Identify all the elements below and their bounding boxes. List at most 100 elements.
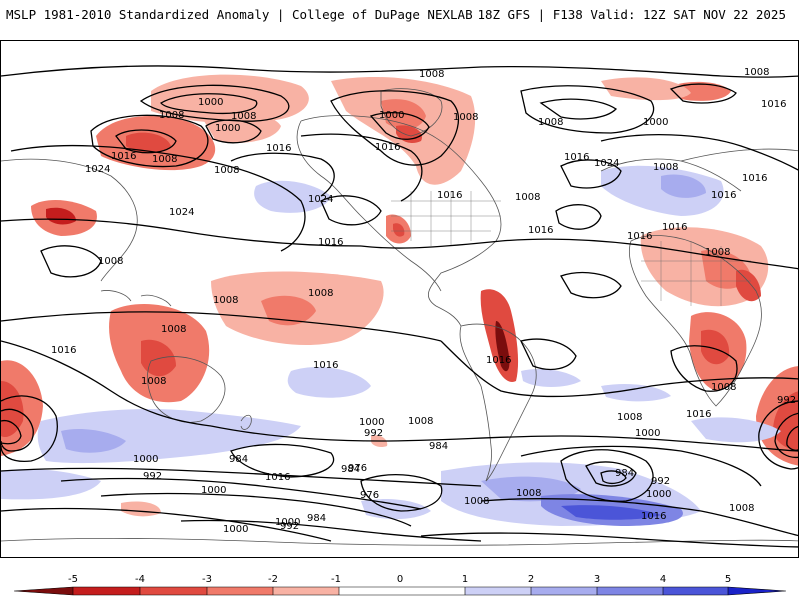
contour-label: 1008: [711, 382, 736, 393]
isobars: [1, 65, 798, 548]
header: MSLP 1981-2010 Standardized Anomaly | Co…: [0, 0, 800, 30]
contour-label: 1008: [744, 67, 769, 78]
map-title: MSLP 1981-2010 Standardized Anomaly | Co…: [6, 7, 473, 22]
contour-label: 1016: [437, 190, 462, 201]
contour-label: 984: [615, 468, 634, 479]
contour-label: 1016: [265, 472, 290, 483]
contour-label: 1016: [51, 345, 76, 356]
contour-label: 1000: [215, 123, 240, 134]
contour-label: 1008: [464, 496, 489, 507]
contour-label: 1008: [308, 288, 333, 299]
contour-label: 1008: [161, 324, 186, 335]
contour-label: 976: [360, 490, 379, 501]
colorbar-tick-label: 2: [528, 574, 534, 585]
contour-label: 992: [777, 395, 796, 406]
negative-anomaly-shading: [1, 74, 798, 517]
colorbar-tick-labels: -5 -4 -3 -2 -1 0 1 2 3 4 5: [68, 574, 731, 585]
map-canvas: 1008 1008 1000 1008 1000 1008 1000 1008 …: [1, 65, 798, 548]
contour-label: 1008: [231, 111, 256, 122]
contour-label: 1008: [705, 247, 730, 258]
contour-label: 1016: [564, 152, 589, 163]
colorbar-tick-label: -3: [202, 574, 212, 585]
contour-label: 1000: [133, 454, 158, 465]
contour-label: 1016: [662, 222, 687, 233]
contour-label: 1016: [627, 231, 652, 242]
contour-label: 1016: [686, 409, 711, 420]
contour-label: 1016: [641, 511, 666, 522]
contour-label: 1024: [308, 194, 333, 205]
contour-label: 1008: [214, 165, 239, 176]
colorbar-tick-label: -2: [268, 574, 278, 585]
contour-label: 992: [364, 428, 383, 439]
contour-label: 1008: [617, 412, 642, 423]
contour-label: 1000: [379, 110, 404, 121]
model-run-info: 18Z GFS | F138 Valid: 12Z SAT NOV 22 202…: [477, 7, 786, 22]
colorbar-tick-label: -4: [135, 574, 145, 585]
contour-label: 1008: [515, 192, 540, 203]
contour-labels: 1008 1008 1000 1008 1000 1008 1000 1008 …: [51, 67, 796, 535]
contour-label: 1008: [159, 110, 184, 121]
colorbar-tick-label: 4: [660, 574, 666, 585]
colorbar-ticks: [72, 587, 729, 595]
contour-label: 1016: [375, 142, 400, 153]
colorbar-segment: [531, 587, 597, 595]
coastlines: [1, 88, 798, 546]
contour-label: 1008: [653, 162, 678, 173]
contour-label: 1016: [528, 225, 553, 236]
political-borders: [391, 191, 751, 306]
contour-label: 1016: [742, 173, 767, 184]
contour-label: 992: [280, 521, 299, 532]
colorbar-segment: [465, 587, 531, 595]
contour-label: 976: [348, 463, 367, 474]
contour-label: 1008: [538, 117, 563, 128]
colorbar-segment: [140, 587, 207, 595]
contour-label: 1024: [85, 164, 110, 175]
contour-label: 984: [429, 441, 448, 452]
colorbar-tick-label: 1: [462, 574, 468, 585]
colorbar-segment: [663, 587, 728, 595]
contour-label: 1008: [152, 154, 177, 165]
contour-label: 1016: [711, 190, 736, 201]
contour-label: 1024: [169, 207, 194, 218]
colorbar-segment: [597, 587, 663, 595]
contour-label: 1000: [198, 97, 223, 108]
colorbar-segment: [339, 587, 465, 595]
colorbar-tick-label: -1: [331, 574, 341, 585]
contour-label: 1016: [761, 99, 786, 110]
contour-label: 1016: [318, 237, 343, 248]
contour-label: 992: [651, 476, 670, 487]
colorbar-segment: [273, 587, 339, 595]
contour-label: 1008: [516, 488, 541, 499]
contour-label: 1008: [419, 69, 444, 80]
colorbar-tick-label: -5: [68, 574, 78, 585]
contour-label: 1008: [729, 503, 754, 514]
contour-label: 984: [307, 513, 326, 524]
contour-label: 1000: [646, 489, 671, 500]
colorbar-segment: [14, 587, 73, 595]
contour-label: 1016: [111, 151, 136, 162]
colorbar-tick-label: 3: [594, 574, 600, 585]
contour-label: 1000: [635, 428, 660, 439]
colorbar-segment: [728, 587, 786, 595]
contour-label: 984: [341, 464, 360, 475]
contour-label: 1000: [223, 524, 248, 535]
contour-label: 1016: [266, 143, 291, 154]
contour-label: 1000: [643, 117, 668, 128]
contour-label: 1016: [313, 360, 338, 371]
contour-label: 1008: [98, 256, 123, 267]
colorbar-segments: [13, 586, 787, 596]
contour-label: 1008: [213, 295, 238, 306]
colorbar: -5 -4 -3 -2 -1 0 1 2 3 4 5: [0, 565, 800, 600]
contour-label: 984: [229, 454, 248, 465]
contour-label: 1000: [359, 417, 384, 428]
colorbar-segment: [73, 587, 140, 595]
map-panel: 1008 1008 1000 1008 1000 1008 1000 1008 …: [0, 40, 799, 558]
contour-label: 1000: [201, 485, 226, 496]
colorbar-tick-label: 0: [397, 574, 403, 585]
colorbar-tick-label: 5: [725, 574, 731, 585]
colorbar-svg: -5 -4 -3 -2 -1 0 1 2 3 4 5: [13, 574, 787, 596]
contour-label: 1024: [594, 158, 619, 169]
colorbar-segment: [207, 587, 273, 595]
contour-label: 1008: [453, 112, 478, 123]
contour-label: 992: [143, 471, 162, 482]
